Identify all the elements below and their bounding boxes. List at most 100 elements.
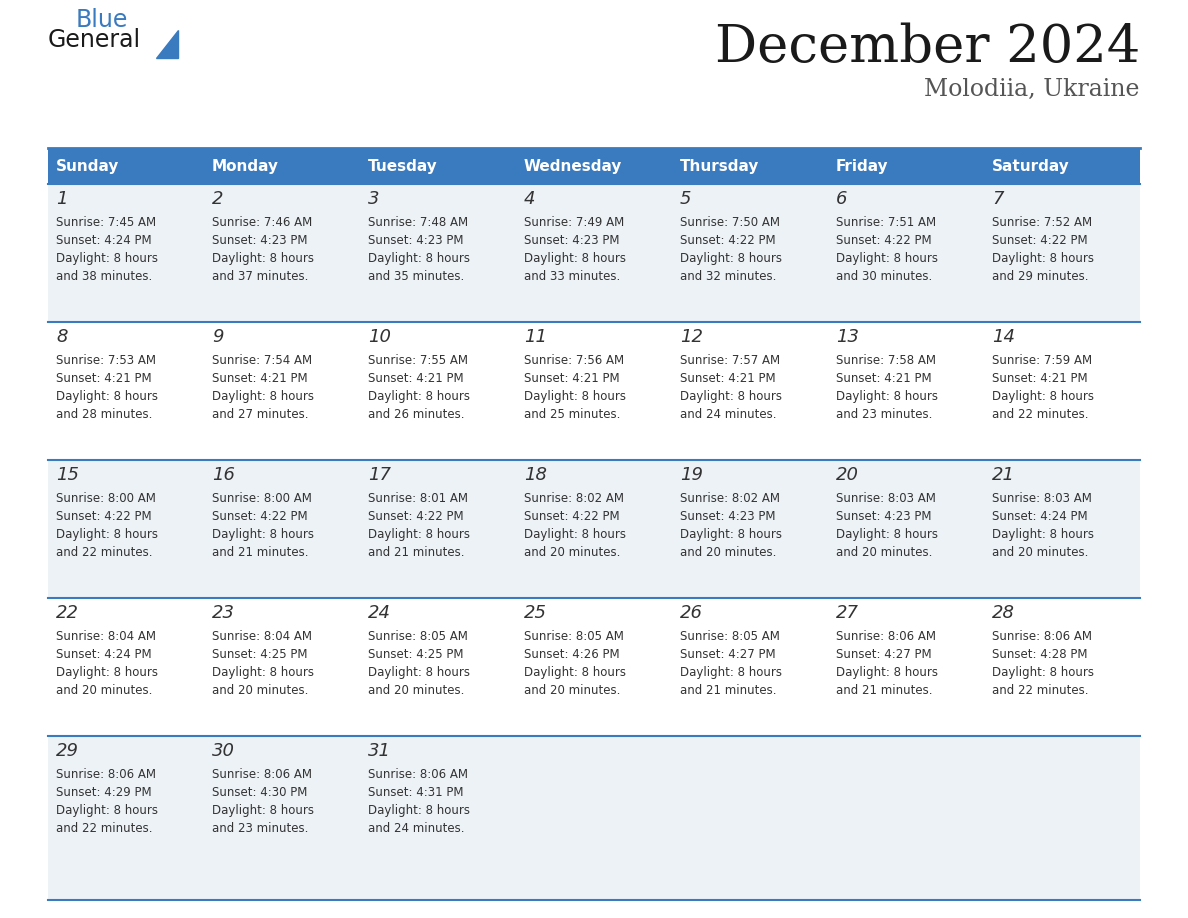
Text: Sunset: 4:25 PM: Sunset: 4:25 PM — [368, 648, 463, 661]
Text: 15: 15 — [56, 466, 78, 484]
Text: Sunrise: 8:01 AM: Sunrise: 8:01 AM — [368, 492, 468, 505]
Text: Sunset: 4:23 PM: Sunset: 4:23 PM — [680, 510, 776, 523]
Text: and 21 minutes.: and 21 minutes. — [211, 546, 309, 559]
Text: Daylight: 8 hours: Daylight: 8 hours — [680, 252, 782, 265]
Text: 28: 28 — [992, 604, 1015, 622]
Text: Sunset: 4:24 PM: Sunset: 4:24 PM — [992, 510, 1088, 523]
Text: and 20 minutes.: and 20 minutes. — [211, 684, 309, 697]
Text: and 24 minutes.: and 24 minutes. — [680, 408, 777, 421]
Text: Daylight: 8 hours: Daylight: 8 hours — [56, 252, 158, 265]
Text: Sunset: 4:26 PM: Sunset: 4:26 PM — [524, 648, 620, 661]
Text: Daylight: 8 hours: Daylight: 8 hours — [680, 666, 782, 679]
Text: Daylight: 8 hours: Daylight: 8 hours — [992, 252, 1094, 265]
Text: Daylight: 8 hours: Daylight: 8 hours — [211, 252, 314, 265]
Text: Sunset: 4:30 PM: Sunset: 4:30 PM — [211, 786, 308, 799]
Text: Daylight: 8 hours: Daylight: 8 hours — [992, 390, 1094, 403]
Text: and 32 minutes.: and 32 minutes. — [680, 270, 777, 283]
Text: Sunrise: 8:04 AM: Sunrise: 8:04 AM — [211, 630, 312, 643]
Text: and 27 minutes.: and 27 minutes. — [211, 408, 309, 421]
Text: Daylight: 8 hours: Daylight: 8 hours — [524, 252, 626, 265]
Text: and 21 minutes.: and 21 minutes. — [836, 684, 933, 697]
Text: and 22 minutes.: and 22 minutes. — [992, 408, 1088, 421]
Text: and 22 minutes.: and 22 minutes. — [992, 684, 1088, 697]
Text: Sunset: 4:21 PM: Sunset: 4:21 PM — [211, 372, 308, 385]
Text: Sunset: 4:21 PM: Sunset: 4:21 PM — [56, 372, 152, 385]
Text: Sunrise: 8:06 AM: Sunrise: 8:06 AM — [56, 768, 156, 781]
Text: Sunrise: 7:45 AM: Sunrise: 7:45 AM — [56, 216, 156, 229]
Text: and 37 minutes.: and 37 minutes. — [211, 270, 309, 283]
Text: Sunrise: 8:05 AM: Sunrise: 8:05 AM — [680, 630, 779, 643]
Text: Daylight: 8 hours: Daylight: 8 hours — [992, 528, 1094, 541]
Text: Daylight: 8 hours: Daylight: 8 hours — [836, 666, 939, 679]
Text: Sunrise: 8:04 AM: Sunrise: 8:04 AM — [56, 630, 156, 643]
Text: Sunset: 4:29 PM: Sunset: 4:29 PM — [56, 786, 152, 799]
Text: and 35 minutes.: and 35 minutes. — [368, 270, 465, 283]
Text: Sunrise: 8:00 AM: Sunrise: 8:00 AM — [211, 492, 312, 505]
Bar — [48, 736, 1140, 900]
Text: and 22 minutes.: and 22 minutes. — [56, 822, 152, 835]
Polygon shape — [156, 30, 178, 58]
Text: Sunrise: 7:51 AM: Sunrise: 7:51 AM — [836, 216, 936, 229]
Text: Sunset: 4:24 PM: Sunset: 4:24 PM — [56, 648, 152, 661]
Text: 20: 20 — [836, 466, 859, 484]
Text: Daylight: 8 hours: Daylight: 8 hours — [836, 390, 939, 403]
Text: Sunrise: 7:55 AM: Sunrise: 7:55 AM — [368, 354, 468, 367]
Text: 31: 31 — [368, 742, 391, 760]
Text: 10: 10 — [368, 328, 391, 346]
Text: 7: 7 — [992, 190, 1004, 208]
Text: Daylight: 8 hours: Daylight: 8 hours — [56, 804, 158, 817]
Text: and 23 minutes.: and 23 minutes. — [836, 408, 933, 421]
Text: Sunrise: 8:06 AM: Sunrise: 8:06 AM — [368, 768, 468, 781]
Text: Sunrise: 8:03 AM: Sunrise: 8:03 AM — [836, 492, 936, 505]
Text: Sunset: 4:27 PM: Sunset: 4:27 PM — [836, 648, 931, 661]
Text: Daylight: 8 hours: Daylight: 8 hours — [368, 804, 470, 817]
Text: 29: 29 — [56, 742, 78, 760]
Text: Sunset: 4:21 PM: Sunset: 4:21 PM — [836, 372, 931, 385]
Text: Sunset: 4:22 PM: Sunset: 4:22 PM — [680, 234, 776, 247]
Text: Sunset: 4:22 PM: Sunset: 4:22 PM — [524, 510, 620, 523]
Text: and 22 minutes.: and 22 minutes. — [56, 546, 152, 559]
Text: Sunrise: 8:05 AM: Sunrise: 8:05 AM — [368, 630, 468, 643]
Text: Sunrise: 8:06 AM: Sunrise: 8:06 AM — [992, 630, 1092, 643]
Text: and 20 minutes.: and 20 minutes. — [56, 684, 152, 697]
Text: Daylight: 8 hours: Daylight: 8 hours — [524, 528, 626, 541]
Text: Sunrise: 7:52 AM: Sunrise: 7:52 AM — [992, 216, 1092, 229]
Text: 30: 30 — [211, 742, 235, 760]
Text: Sunrise: 7:54 AM: Sunrise: 7:54 AM — [211, 354, 312, 367]
Text: Daylight: 8 hours: Daylight: 8 hours — [368, 390, 470, 403]
Text: Thursday: Thursday — [680, 159, 759, 174]
Text: Sunset: 4:23 PM: Sunset: 4:23 PM — [211, 234, 308, 247]
Text: Daylight: 8 hours: Daylight: 8 hours — [56, 528, 158, 541]
Bar — [48, 598, 1140, 736]
Text: Sunset: 4:22 PM: Sunset: 4:22 PM — [836, 234, 931, 247]
Text: Sunset: 4:28 PM: Sunset: 4:28 PM — [992, 648, 1087, 661]
Bar — [48, 148, 1140, 184]
Text: Sunset: 4:21 PM: Sunset: 4:21 PM — [524, 372, 620, 385]
Text: and 25 minutes.: and 25 minutes. — [524, 408, 620, 421]
Bar — [48, 184, 1140, 322]
Text: Sunrise: 7:50 AM: Sunrise: 7:50 AM — [680, 216, 781, 229]
Text: Molodiia, Ukraine: Molodiia, Ukraine — [924, 78, 1140, 101]
Text: Daylight: 8 hours: Daylight: 8 hours — [836, 528, 939, 541]
Text: Daylight: 8 hours: Daylight: 8 hours — [992, 666, 1094, 679]
Text: Sunrise: 7:56 AM: Sunrise: 7:56 AM — [524, 354, 624, 367]
Text: and 30 minutes.: and 30 minutes. — [836, 270, 933, 283]
Text: 11: 11 — [524, 328, 546, 346]
Text: Daylight: 8 hours: Daylight: 8 hours — [368, 252, 470, 265]
Text: Sunrise: 7:46 AM: Sunrise: 7:46 AM — [211, 216, 312, 229]
Text: and 33 minutes.: and 33 minutes. — [524, 270, 620, 283]
Text: and 28 minutes.: and 28 minutes. — [56, 408, 152, 421]
Text: Sunset: 4:22 PM: Sunset: 4:22 PM — [56, 510, 152, 523]
Text: Daylight: 8 hours: Daylight: 8 hours — [211, 666, 314, 679]
Text: Wednesday: Wednesday — [524, 159, 623, 174]
Text: Daylight: 8 hours: Daylight: 8 hours — [836, 252, 939, 265]
Text: Daylight: 8 hours: Daylight: 8 hours — [56, 666, 158, 679]
Text: 17: 17 — [368, 466, 391, 484]
Text: 27: 27 — [836, 604, 859, 622]
Text: 26: 26 — [680, 604, 703, 622]
Text: Daylight: 8 hours: Daylight: 8 hours — [680, 528, 782, 541]
Bar — [48, 460, 1140, 598]
Text: Saturday: Saturday — [992, 159, 1069, 174]
Text: 2: 2 — [211, 190, 223, 208]
Text: and 21 minutes.: and 21 minutes. — [368, 546, 465, 559]
